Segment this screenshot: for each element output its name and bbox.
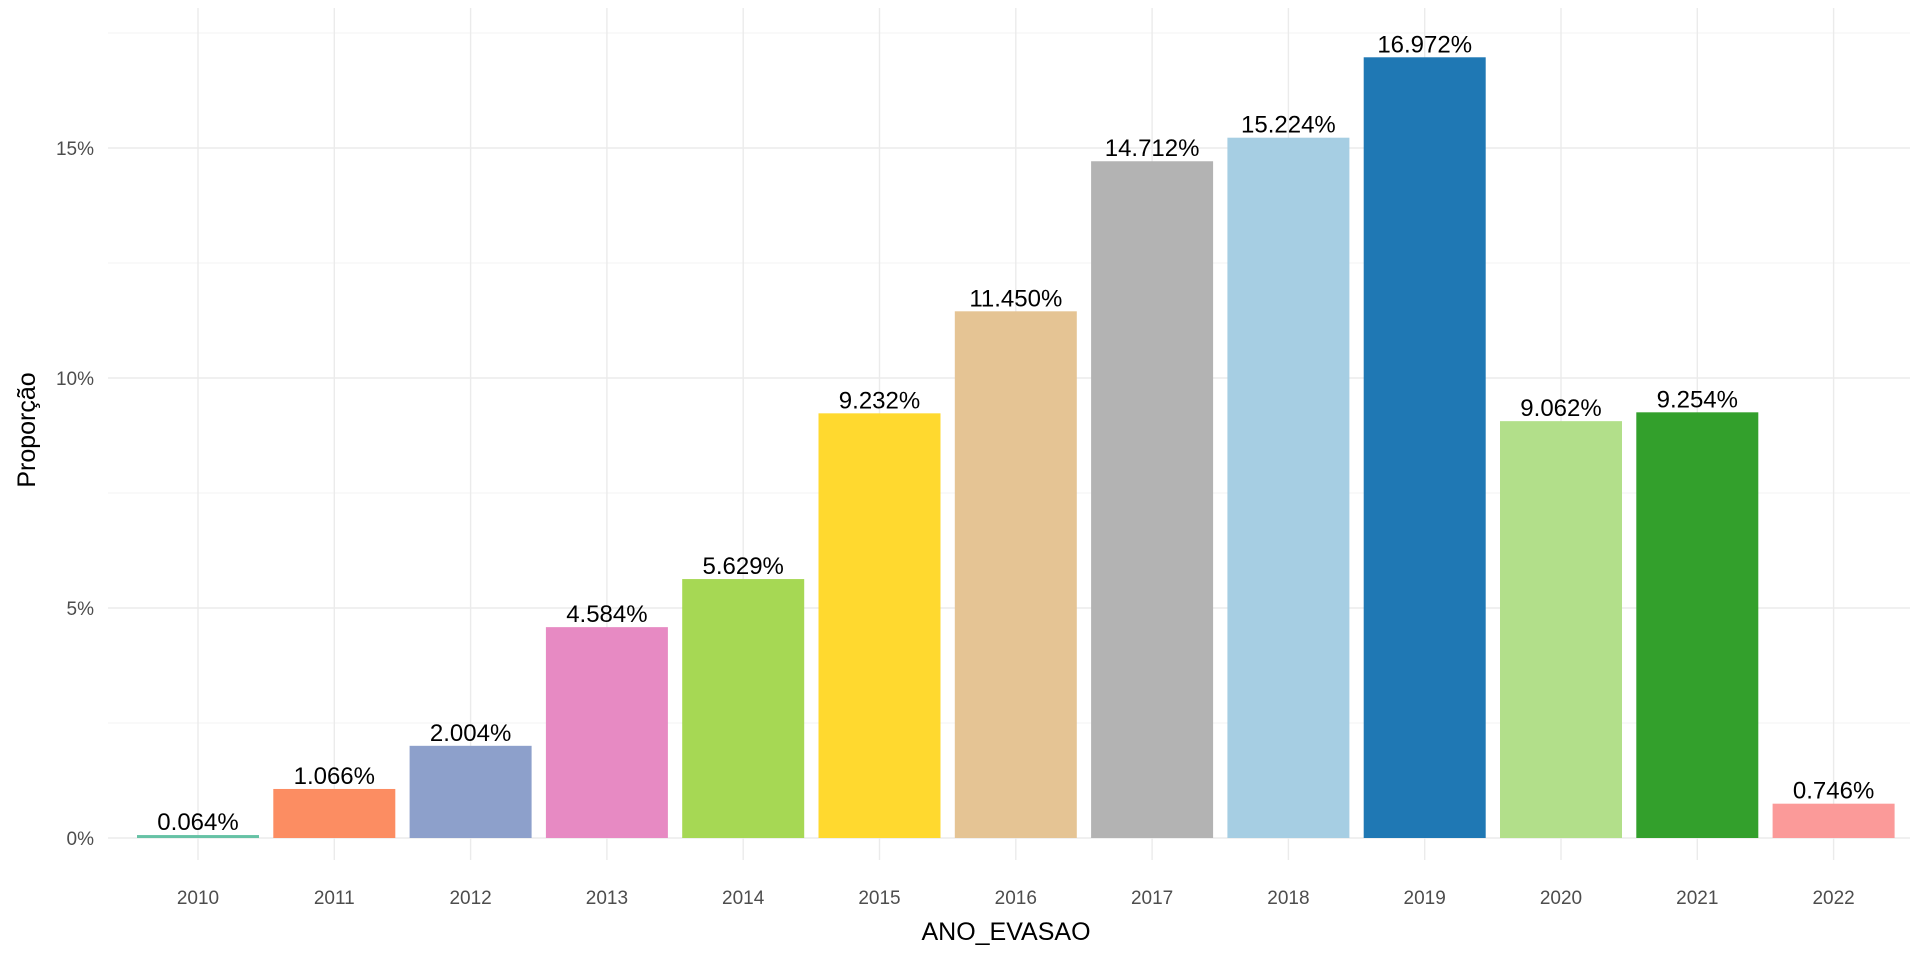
bar-2017 (1091, 161, 1214, 839)
x-tick-label: 2013 (586, 888, 628, 909)
y-tick-label: 0% (67, 829, 95, 850)
x-tick-label: 2012 (449, 888, 491, 909)
data-label-2014: 5.629% (702, 553, 783, 580)
data-label-2018: 15.224% (1241, 112, 1336, 139)
data-label-2019: 16.972% (1377, 31, 1472, 58)
data-label-2022: 0.746% (1793, 778, 1874, 805)
bars (137, 57, 1895, 839)
y-axis-title: Proporção (13, 372, 41, 487)
data-label-2020: 9.062% (1520, 395, 1601, 422)
y-axis-ticks: 0% 5% 10% 15% (56, 139, 94, 850)
data-label-2017: 14.712% (1105, 135, 1200, 162)
bar-2014 (682, 579, 805, 838)
x-tick-label: 2020 (1540, 888, 1582, 909)
x-tick-label: 2014 (722, 888, 765, 909)
x-tick-label: 2011 (314, 888, 355, 909)
bar-2011 (273, 788, 396, 838)
bar-2016 (954, 311, 1077, 838)
x-axis-ticks: 2010 2011 2012 2013 2014 2015 2016 2017 2018 2019… (177, 888, 1855, 909)
bar-2018 (1227, 137, 1350, 839)
bar-2021 (1636, 412, 1759, 838)
x-tick-label: 2015 (858, 888, 900, 909)
data-label-2021: 9.254% (1657, 386, 1738, 413)
bar-2012 (409, 745, 532, 838)
data-label-2013: 4.584% (566, 601, 647, 628)
x-tick-label: 2022 (1812, 888, 1854, 909)
bar-2010 (137, 835, 259, 838)
bar-2019 (1363, 57, 1486, 838)
x-tick-label: 2021 (1676, 888, 1718, 909)
data-label-2015: 9.232% (839, 387, 920, 414)
y-tick-label: 15% (56, 139, 94, 160)
data-label-2010: 0.064% (157, 809, 238, 836)
bar-2015 (818, 413, 941, 838)
bar-2020 (1500, 421, 1622, 838)
x-tick-label: 2010 (177, 888, 219, 909)
data-label-2011: 1.066% (294, 763, 375, 790)
bar-2013 (545, 627, 668, 838)
bar-2022 (1772, 803, 1895, 838)
y-tick-label: 5% (67, 599, 95, 620)
x-tick-label: 2018 (1267, 888, 1309, 909)
y-tick-label: 10% (56, 369, 94, 390)
x-axis-title: ANO_EVASAO (921, 918, 1090, 946)
x-tick-label: 2019 (1404, 888, 1446, 909)
x-tick-label: 2016 (995, 888, 1037, 909)
data-label-2012: 2.004% (430, 720, 511, 747)
x-tick-label: 2017 (1131, 888, 1173, 909)
data-label-2016: 11.450% (969, 285, 1062, 312)
data-labels: 0.064% 1.066% 2.004% 4.584% 5.629% 9.232% 11.4… (157, 31, 1874, 836)
